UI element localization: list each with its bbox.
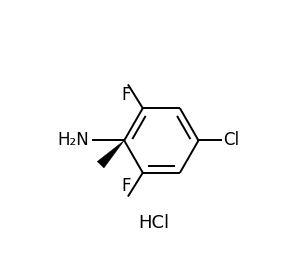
Text: F: F: [122, 86, 131, 104]
Text: H₂N: H₂N: [58, 132, 89, 150]
Polygon shape: [97, 141, 124, 168]
Text: Cl: Cl: [223, 132, 239, 150]
Text: F: F: [122, 177, 131, 195]
Text: HCl: HCl: [138, 214, 169, 232]
